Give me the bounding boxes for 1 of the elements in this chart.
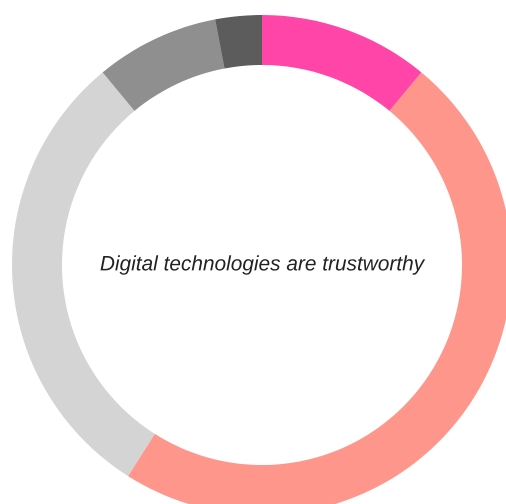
text: Digital technologies are trustworthy [100, 255, 426, 275]
